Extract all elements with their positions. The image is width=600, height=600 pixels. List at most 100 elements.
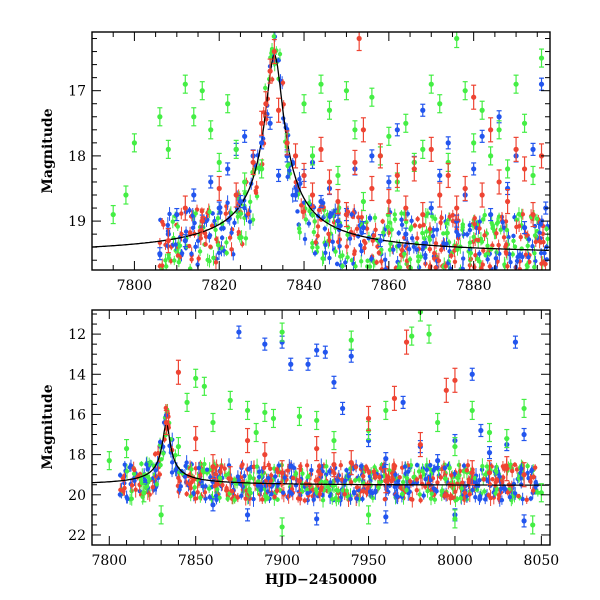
background-point: [132, 467, 137, 473]
background-point: [227, 235, 233, 240]
background-point: [360, 496, 365, 502]
series-point: [210, 419, 216, 426]
background-point: [498, 227, 503, 233]
background-point: [374, 260, 379, 265]
background-point: [414, 487, 420, 493]
background-point: [538, 222, 544, 227]
background-point: [516, 211, 522, 217]
y-tick-label: 16: [68, 407, 86, 423]
background-point: [405, 469, 411, 474]
x-tick-label: 7820: [201, 278, 237, 294]
series-point: [199, 88, 205, 94]
background-point: [505, 264, 510, 269]
background-point: [424, 229, 429, 234]
series-point: [253, 429, 259, 436]
background-point: [137, 472, 143, 477]
background-point: [322, 226, 328, 231]
background-point: [202, 461, 207, 467]
background-point: [477, 493, 483, 499]
series-point: [403, 231, 409, 237]
background-point: [243, 236, 249, 241]
background-point: [166, 255, 171, 261]
background-point: [404, 475, 410, 481]
background-point: [431, 467, 436, 473]
background-point: [381, 230, 386, 235]
background-point: [295, 496, 301, 501]
series-point: [106, 458, 112, 464]
background-point: [370, 495, 376, 501]
series-point: [288, 361, 294, 367]
background-point: [229, 230, 234, 235]
background-point: [302, 236, 308, 242]
background-point: [352, 478, 358, 483]
background-point: [159, 457, 164, 462]
series-point: [318, 146, 324, 152]
background-point: [170, 460, 175, 465]
background-point: [415, 216, 420, 222]
background-point: [161, 451, 166, 456]
background-point: [477, 226, 482, 231]
background-point: [467, 222, 473, 228]
series-point: [360, 127, 367, 133]
series-point: [486, 470, 493, 476]
background-point: [187, 266, 193, 270]
background-point: [364, 466, 370, 472]
series-point: [184, 399, 190, 405]
background-point: [179, 211, 184, 216]
series-point: [521, 166, 528, 172]
background-point: [414, 477, 420, 482]
background-point: [421, 493, 426, 498]
background-point: [424, 467, 430, 472]
background-point: [327, 255, 332, 261]
background-point: [124, 469, 130, 474]
series-point: [409, 333, 415, 339]
background-point: [377, 479, 382, 485]
series-point: [530, 211, 536, 218]
background-point: [482, 233, 487, 238]
background-point: [157, 439, 163, 445]
background-point: [263, 493, 268, 499]
series-point: [318, 198, 324, 205]
background-point: [532, 264, 537, 270]
series-point: [191, 114, 197, 120]
series-point: [452, 516, 458, 522]
series-point: [437, 192, 443, 198]
background-point: [423, 252, 428, 258]
background-point: [335, 488, 341, 493]
background-point: [326, 231, 331, 237]
series-point: [417, 441, 423, 448]
series-point: [394, 127, 400, 133]
background-point: [462, 490, 468, 496]
background-point: [379, 259, 384, 264]
background-point: [197, 249, 203, 254]
background-point: [309, 467, 314, 473]
background-point: [493, 256, 499, 261]
series-point: [400, 399, 406, 405]
background-point: [208, 244, 213, 249]
background-point: [444, 221, 449, 226]
background-point: [148, 459, 153, 465]
background-point: [302, 498, 307, 503]
background-point: [528, 496, 534, 501]
background-point: [172, 258, 177, 263]
background-point: [192, 220, 197, 226]
background-point: [215, 216, 221, 221]
x-tick-label: 7950: [351, 553, 387, 569]
background-point: [356, 477, 362, 482]
background-point: [347, 236, 353, 241]
background-point: [515, 254, 520, 260]
series-point: [521, 472, 527, 478]
series-point: [335, 198, 341, 205]
background-point: [144, 484, 150, 489]
background-point: [507, 494, 513, 500]
background-point: [367, 215, 373, 220]
series-point: [348, 337, 354, 343]
series-point: [521, 120, 528, 126]
background-point: [216, 250, 222, 256]
series-point: [504, 435, 510, 442]
x-tick-label: 7850: [178, 553, 214, 569]
background-point: [338, 463, 344, 468]
background-point: [452, 259, 458, 265]
background-point: [453, 497, 458, 503]
background-point: [168, 258, 174, 264]
